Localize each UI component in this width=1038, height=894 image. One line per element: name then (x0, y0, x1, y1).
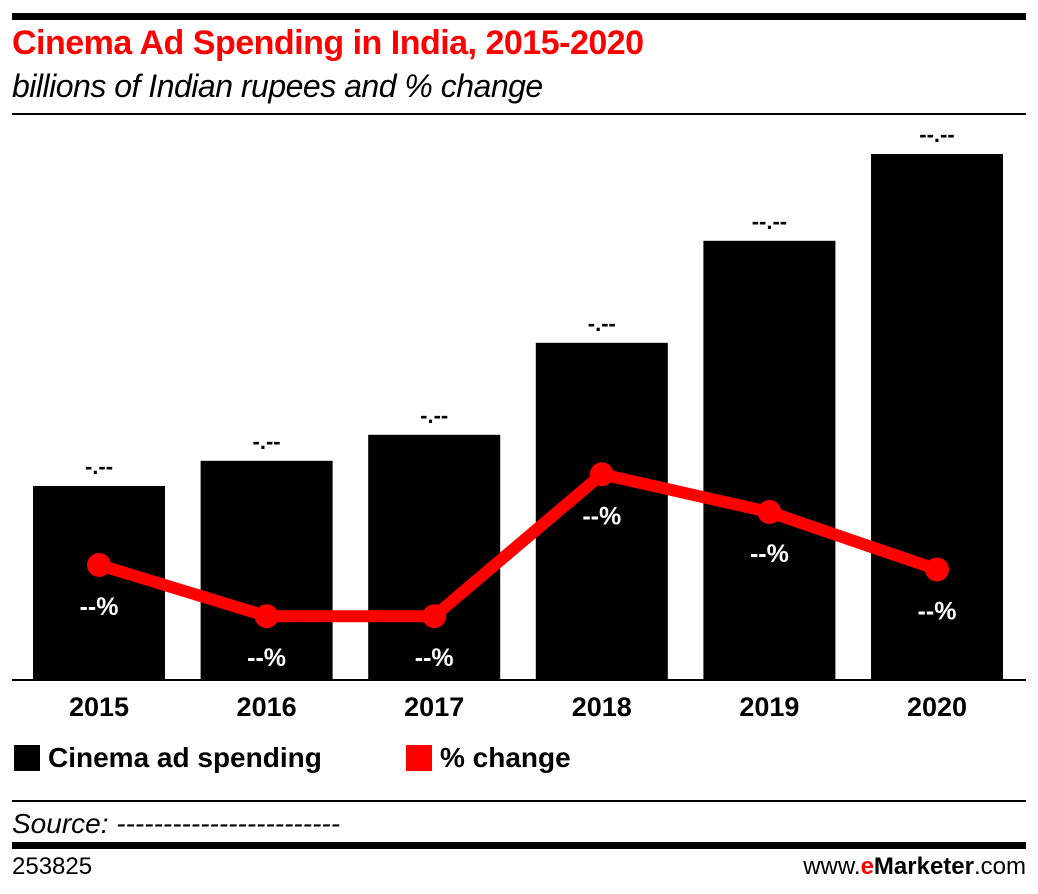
bar-2016 (200, 460, 333, 680)
x-tick-label: 2015 (69, 692, 129, 722)
line-point-2015 (87, 552, 111, 577)
percent-label: --% (750, 540, 789, 568)
percent-label: --% (582, 502, 621, 530)
brand-prefix: www. (803, 853, 861, 880)
source-rule (12, 800, 1026, 802)
top-rule (12, 13, 1026, 20)
x-tick-label: 2017 (404, 692, 464, 722)
chart-title: Cinema Ad Spending in India, 2015-2020 (12, 24, 644, 62)
bar-value-label: -.-- (253, 429, 281, 454)
line-point-2019 (757, 500, 782, 525)
legend-label: % change (440, 742, 571, 773)
x-tick-label: 2016 (237, 692, 297, 722)
chart-id: 253825 (12, 853, 93, 880)
brand-name: Marketer (873, 853, 974, 880)
x-tick-label: 2018 (572, 692, 632, 722)
source-text: Source: ------------------------ (12, 808, 341, 839)
chart-subtitle: billions of Indian rupees and % change (12, 68, 543, 104)
line-point-2018 (589, 462, 614, 487)
legend-item-spending: Cinema ad spending (14, 742, 322, 774)
emarketer-logo: www.eMarketer.com (803, 853, 1026, 881)
bar-2019 (703, 240, 836, 681)
percent-label: --% (80, 593, 119, 621)
bar-value-label: -.-- (420, 403, 448, 428)
percent-label: --% (415, 644, 454, 672)
legend-item-change: % change (406, 742, 571, 774)
brand-e: e (860, 853, 874, 880)
x-tick-label: 2020 (907, 692, 967, 722)
bar-2020 (871, 154, 1003, 680)
legend-label: Cinema ad spending (48, 742, 322, 773)
legend-swatch-red (406, 745, 432, 771)
brand-suffix: .com (973, 853, 1026, 880)
line-percent-change (97, 468, 939, 623)
x-tick-label: 2019 (739, 692, 799, 722)
bar-2017 (368, 434, 501, 680)
bar-value-label: --.-- (752, 209, 787, 234)
line-point-2017 (422, 604, 447, 629)
bar-value-label: -.-- (85, 454, 113, 479)
legend-swatch-black (14, 745, 40, 771)
percent-label: --% (918, 597, 957, 625)
line-point-2016 (254, 604, 279, 629)
bar-value-label: -.-- (588, 311, 616, 336)
percent-label: --% (247, 644, 286, 672)
title-rule (12, 113, 1026, 115)
bar-value-label: --.-- (919, 122, 954, 147)
footer-rule (12, 842, 1026, 849)
line-point-2020 (925, 557, 949, 582)
